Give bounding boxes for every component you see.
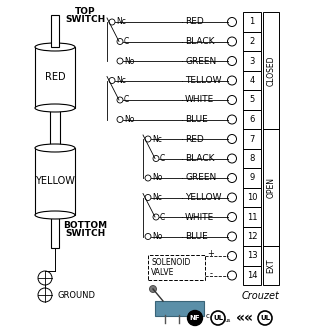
Text: «: « (236, 311, 245, 325)
Text: BLACK: BLACK (185, 154, 214, 163)
Text: 12: 12 (247, 232, 257, 241)
Text: 7: 7 (249, 135, 255, 144)
Text: us: us (225, 318, 231, 323)
Text: C: C (160, 154, 165, 163)
Text: C: C (160, 213, 165, 221)
Text: 11: 11 (247, 213, 257, 221)
Text: UL: UL (213, 315, 223, 321)
Bar (243, 12, 261, 32)
Text: RED: RED (185, 17, 204, 26)
Bar (243, 90, 261, 110)
Bar (148, 255, 205, 280)
Text: OPEN: OPEN (266, 177, 275, 198)
Bar (51, 215, 59, 248)
Bar (263, 129, 279, 246)
Text: Nc: Nc (116, 76, 126, 85)
Bar (243, 149, 261, 168)
Bar (35, 47, 75, 108)
Text: SWITCH: SWITCH (65, 16, 105, 24)
Ellipse shape (35, 43, 75, 51)
Text: YELLOW: YELLOW (185, 193, 221, 202)
Bar (243, 129, 261, 149)
Bar (243, 51, 261, 71)
Text: 6: 6 (249, 115, 255, 124)
Text: No: No (124, 56, 134, 65)
Text: NF: NF (190, 315, 200, 321)
Circle shape (150, 285, 157, 292)
Text: BLUE: BLUE (185, 115, 208, 124)
Text: 8: 8 (249, 154, 255, 163)
Text: Crouzet: Crouzet (242, 291, 280, 301)
Text: +: + (208, 248, 214, 257)
Text: WHITE: WHITE (185, 95, 214, 105)
Text: VALVE: VALVE (151, 268, 174, 277)
Text: No: No (124, 115, 134, 124)
Text: BLUE: BLUE (185, 232, 208, 241)
Text: GROUND: GROUND (57, 290, 95, 300)
Text: Nc: Nc (116, 17, 126, 26)
Bar (243, 168, 261, 188)
Bar (263, 246, 279, 285)
Text: TOP: TOP (75, 8, 95, 16)
Text: SWITCH: SWITCH (65, 228, 105, 238)
Text: WHITE: WHITE (185, 213, 214, 221)
Text: EXT: EXT (266, 258, 275, 273)
Ellipse shape (35, 211, 75, 219)
Bar (243, 246, 261, 266)
Text: Nc: Nc (152, 135, 162, 144)
Bar (243, 207, 261, 227)
Text: SOLENOID: SOLENOID (151, 258, 190, 267)
FancyBboxPatch shape (154, 301, 204, 315)
Text: No: No (152, 174, 162, 182)
Text: «: « (244, 311, 253, 325)
Bar (263, 12, 279, 129)
Text: BOTTOM: BOTTOM (63, 220, 107, 229)
Text: 13: 13 (247, 251, 257, 260)
Text: No: No (152, 232, 162, 241)
Text: UL: UL (260, 315, 270, 321)
Text: 4: 4 (249, 76, 255, 85)
Bar (51, 15, 59, 47)
Bar (243, 32, 261, 51)
Bar (50, 108, 60, 148)
Bar (243, 266, 261, 285)
Text: 1: 1 (249, 17, 255, 26)
Text: RED: RED (45, 73, 65, 82)
Text: BLACK: BLACK (185, 37, 214, 46)
Text: GREEN: GREEN (185, 56, 216, 65)
Bar (243, 227, 261, 246)
Text: 5: 5 (249, 95, 255, 105)
Circle shape (187, 311, 203, 325)
Text: CLOSED: CLOSED (266, 55, 275, 86)
Bar (243, 110, 261, 129)
Bar (243, 71, 261, 90)
Ellipse shape (35, 104, 75, 112)
Text: RED: RED (185, 135, 204, 144)
Text: C: C (124, 95, 129, 105)
Text: 9: 9 (249, 174, 255, 182)
Text: Nc: Nc (152, 193, 162, 202)
Text: GREEN: GREEN (185, 174, 216, 182)
Text: C: C (124, 37, 129, 46)
Text: YELLOW: YELLOW (35, 177, 75, 186)
Ellipse shape (35, 144, 75, 152)
Text: -: - (210, 269, 213, 278)
Bar (243, 188, 261, 207)
Text: TELLOW: TELLOW (185, 76, 221, 85)
Text: 14: 14 (247, 271, 257, 280)
Text: c: c (206, 313, 210, 319)
Text: 10: 10 (247, 193, 257, 202)
Text: 3: 3 (249, 56, 255, 65)
Bar (35, 148, 75, 215)
Text: 2: 2 (249, 37, 255, 46)
